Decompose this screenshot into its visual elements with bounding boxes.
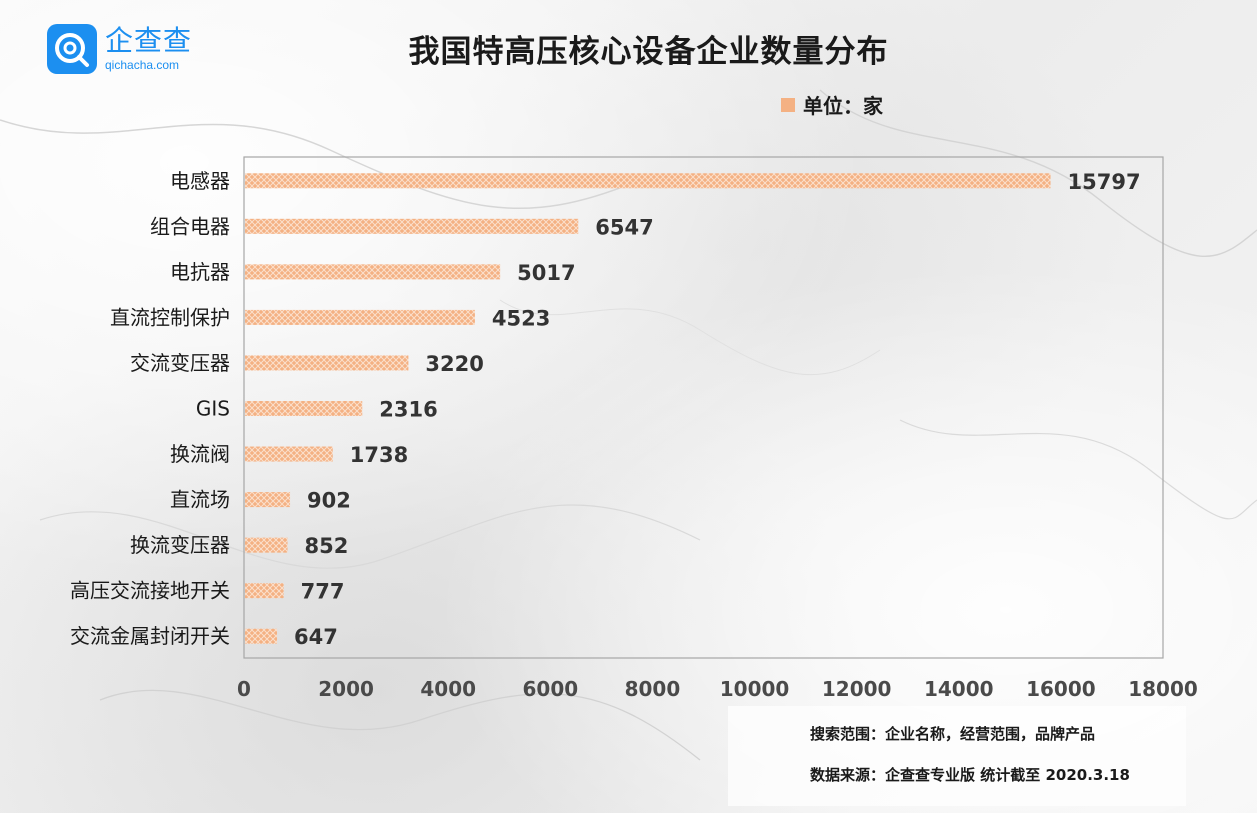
bar [245, 583, 284, 599]
x-tick-label: 16000 [1026, 677, 1096, 701]
x-tick-label: 10000 [720, 677, 790, 701]
data-label: 1738 [350, 443, 408, 467]
category-label: 直流场 [170, 488, 230, 512]
x-tick-label: 2000 [318, 677, 374, 701]
data-label: 6547 [595, 215, 653, 239]
category-label: 交流变压器 [130, 351, 230, 375]
brand-domain: qichacha.com [105, 58, 180, 72]
bar [245, 628, 278, 644]
category-label: GIS [196, 397, 230, 421]
x-tick-label: 4000 [420, 677, 476, 701]
legend-swatch [781, 97, 795, 112]
brand-name: 企查查 [105, 24, 193, 57]
bar [245, 309, 475, 325]
data-label: 4523 [492, 306, 550, 330]
bar [245, 537, 288, 553]
bar [245, 355, 409, 371]
x-tick-label: 12000 [822, 677, 892, 701]
x-tick-label: 6000 [522, 677, 578, 701]
bar [245, 264, 501, 280]
data-source-note: 数据来源：企查查专业版 统计截至 2020.3.18 [810, 766, 1130, 784]
data-label: 5017 [517, 261, 575, 285]
footer-panel [728, 706, 1186, 806]
category-label: 电抗器 [170, 260, 230, 284]
category-label: 组合电器 [150, 214, 230, 238]
chart-title: 我国特高压核心设备企业数量分布 [408, 34, 889, 70]
data-label: 647 [294, 625, 338, 649]
x-tick-label: 8000 [625, 677, 681, 701]
plot-area [243, 156, 1164, 659]
category-label: 换流阀 [170, 442, 230, 466]
x-tick-label: 0 [237, 677, 251, 701]
bar [245, 173, 1051, 189]
data-label: 3220 [425, 352, 483, 376]
data-label: 852 [304, 534, 348, 558]
legend-label: 单位：家 [803, 94, 883, 118]
bar [245, 218, 579, 234]
category-label: 直流控制保护 [110, 305, 230, 329]
brand-logo: 企查查 qichacha.com [47, 24, 192, 74]
bar [245, 492, 291, 508]
category-label: 交流金属封闭开关 [70, 624, 230, 648]
x-tick-label: 14000 [924, 677, 994, 701]
x-tick-label: 18000 [1128, 677, 1198, 701]
bar [245, 446, 333, 462]
data-label: 902 [307, 489, 351, 513]
qichacha-logo-icon [47, 24, 97, 74]
bar [245, 401, 363, 416]
search-scope-note: 搜索范围：企业名称，经营范围，品牌产品 [810, 725, 1096, 743]
category-label: 电感器 [170, 169, 230, 193]
chart-legend: 单位：家 [781, 90, 883, 119]
data-label: 15797 [1068, 170, 1141, 194]
data-label: 777 [301, 580, 345, 604]
category-label: 高压交流接地开关 [70, 579, 230, 603]
data-label: 2316 [379, 398, 437, 422]
category-label: 换流变压器 [130, 533, 230, 557]
